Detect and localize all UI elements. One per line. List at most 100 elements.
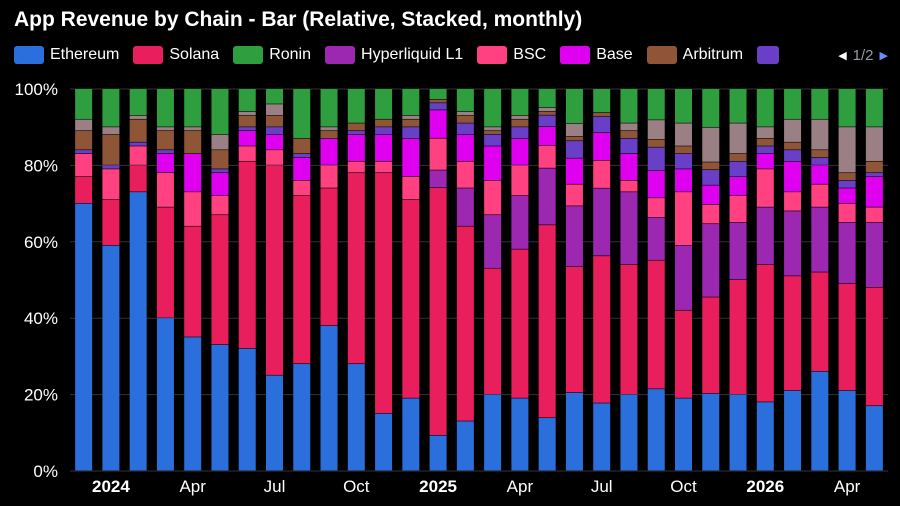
bar-segment-unnamed xyxy=(838,180,856,188)
bar-segment-base xyxy=(238,131,256,146)
bar-segment-hyperliquid-l1 xyxy=(565,206,583,267)
y-tick-label: 100% xyxy=(15,80,58,99)
bar-segment-arbitrum xyxy=(675,146,692,154)
bar-segment-ethereum xyxy=(702,393,720,471)
bar-segment-other xyxy=(484,127,502,131)
bar-segment-ethereum xyxy=(565,392,583,471)
legend-item-arbitrum[interactable]: Arbitrum xyxy=(646,46,743,64)
bar-segment-base xyxy=(756,153,774,169)
bar-segment-hyperliquid-l1 xyxy=(647,217,665,260)
bar-segment-base xyxy=(620,153,638,181)
bar-segment-hyperliquid-l1 xyxy=(511,195,529,249)
bar-segment-bsc xyxy=(456,161,474,188)
bar-segment-bsc xyxy=(511,165,529,196)
bar-segment-hyperliquid-l1 xyxy=(456,188,474,226)
bar-segment-ethereum xyxy=(511,398,529,471)
bar-segment-unnamed xyxy=(593,116,611,133)
legend-swatch-bsc xyxy=(477,46,508,64)
legend-item-ronin[interactable]: Ronin xyxy=(233,46,311,64)
bar-segment-bsc xyxy=(211,195,229,215)
bar-segment-ethereum xyxy=(865,406,883,471)
bar-segment-unnamed xyxy=(729,161,747,177)
bar-segment-ethereum xyxy=(375,413,393,471)
legend-swatch-arbitrum xyxy=(646,46,677,64)
bar-segment-base xyxy=(811,165,829,184)
bar-segment-other xyxy=(865,127,883,161)
legend-item-ethereum[interactable]: Ethereum xyxy=(14,46,119,64)
bar-segment-unnamed xyxy=(784,150,802,161)
bar-segment-hyperliquid-l1 xyxy=(675,245,692,310)
legend-item-truncated[interactable] xyxy=(757,46,785,64)
bar-segment-arbitrum xyxy=(511,119,529,127)
bar-segment-unnamed xyxy=(647,147,665,171)
bar-segment-solana xyxy=(593,256,611,403)
bar-segment-hyperliquid-l1 xyxy=(593,188,611,256)
bar-segment-arbitrum xyxy=(565,136,583,141)
bar-segment-hyperliquid-l1 xyxy=(865,222,883,288)
bar-segment-unnamed xyxy=(347,131,365,135)
bar-segment-bsc xyxy=(75,153,93,177)
bar-segment-ronin xyxy=(511,89,529,116)
x-tick-label: 2024 xyxy=(92,477,130,496)
bar-segment-bsc xyxy=(729,195,747,223)
bar-segment-hyperliquid-l1 xyxy=(784,211,802,276)
bar-segment-base xyxy=(184,153,202,192)
bar-segment-unnamed xyxy=(102,165,120,169)
bar-segment-other xyxy=(811,119,829,150)
x-tick-label: Apr xyxy=(507,477,534,496)
bar-segment-bsc xyxy=(102,169,120,200)
bar-segment-unnamed xyxy=(675,153,692,169)
bar-segment-other xyxy=(129,115,147,119)
x-tick-label: Apr xyxy=(834,477,861,496)
bar-segment-bsc xyxy=(184,192,202,226)
bar-segment-base xyxy=(156,153,174,173)
bar-segment-arbitrum xyxy=(784,142,802,150)
bar-segment-solana xyxy=(266,165,283,375)
bar-segment-other xyxy=(729,123,747,154)
bar-segment-base xyxy=(211,173,229,196)
bar-segment-other xyxy=(784,119,802,142)
bar-segment-hyperliquid-l1 xyxy=(620,192,638,265)
bar-segment-unnamed xyxy=(238,127,256,131)
bar-segment-unnamed xyxy=(865,173,883,177)
legend-item-hyperliquid[interactable]: Hyperliquid L1 xyxy=(325,46,463,64)
bar-segment-arbitrum xyxy=(402,119,420,127)
bar-segment-base xyxy=(511,138,529,165)
bar-segment-base xyxy=(593,132,611,161)
bar-segment-ronin xyxy=(729,89,747,123)
triangle-left-icon[interactable]: ◀ xyxy=(838,49,847,62)
bar-segment-other xyxy=(620,123,638,131)
bar-segment-ronin xyxy=(293,89,311,139)
bar-segment-bsc xyxy=(593,160,611,188)
legend-item-solana[interactable]: Solana xyxy=(133,46,219,64)
bar-segment-solana xyxy=(647,260,665,389)
bar-segment-unnamed xyxy=(811,157,829,165)
y-tick-label: 80% xyxy=(24,156,58,175)
bar-segment-base xyxy=(538,126,556,146)
legend-page-label: 1/2 xyxy=(852,46,874,64)
bar-segment-ronin xyxy=(156,89,174,127)
bar-segment-unnamed xyxy=(511,127,529,139)
bar-segment-other xyxy=(238,111,256,116)
bar-segment-other xyxy=(675,123,692,146)
bar-segment-solana xyxy=(375,173,393,414)
bar-segment-ethereum xyxy=(402,398,420,471)
bar-segment-unnamed xyxy=(620,138,638,154)
bar-segment-solana xyxy=(565,266,583,393)
bar-segment-arbitrum xyxy=(756,138,774,146)
legend-item-bsc[interactable]: BSC xyxy=(477,46,546,64)
bar-segment-base xyxy=(429,110,447,138)
bar-segment-bsc xyxy=(647,198,665,218)
bar-segment-ronin xyxy=(347,89,365,123)
triangle-right-icon[interactable]: ▶ xyxy=(879,49,888,62)
x-tick-label: Apr xyxy=(179,477,206,496)
bar-segment-ronin xyxy=(675,89,692,123)
bar-segment-arbitrum xyxy=(865,161,883,173)
bar-segment-arbitrum xyxy=(484,131,502,135)
legend-item-base[interactable]: Base xyxy=(560,46,633,64)
bar-segment-base xyxy=(647,170,665,198)
bar-segment-base xyxy=(729,176,747,196)
bar-segment-unnamed xyxy=(75,150,93,154)
bar-segment-ronin xyxy=(484,89,502,127)
bar-segment-ethereum xyxy=(320,325,338,471)
